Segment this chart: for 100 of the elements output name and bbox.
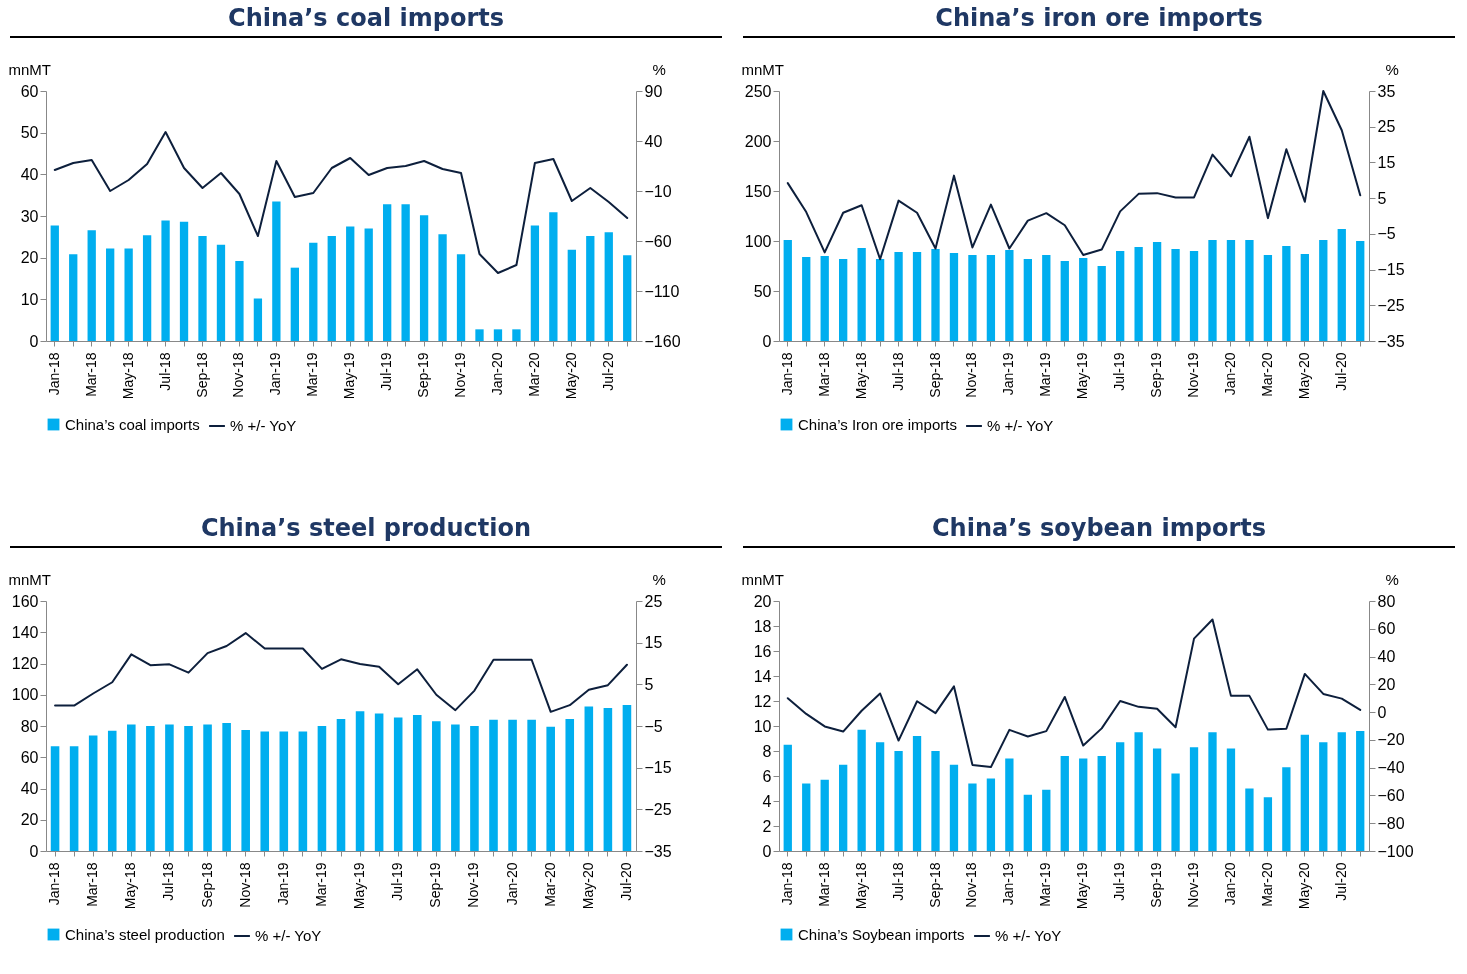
legend-label: % +/- YoY <box>230 417 297 434</box>
x-tick-label: Mar-18 <box>84 862 101 907</box>
y-tick-label: 20 <box>20 811 39 829</box>
y2-tick-label: −35 <box>644 842 672 860</box>
x-tick-label: May-19 <box>341 352 358 400</box>
x-tick-label: Jan-19 <box>267 352 284 396</box>
y-tick-label: 10 <box>753 717 772 735</box>
bar <box>412 715 422 851</box>
legend-label: China’s Iron ore imports <box>798 415 957 433</box>
legend-label: % +/- YoY <box>987 417 1054 434</box>
x-tick-label: Jan-18 <box>778 352 795 396</box>
bar <box>1319 742 1328 851</box>
bar <box>802 783 811 851</box>
bar <box>1152 748 1162 851</box>
bar <box>875 742 885 851</box>
bar <box>1208 240 1217 341</box>
bar <box>475 329 484 341</box>
bar <box>69 746 79 851</box>
bar <box>346 226 355 341</box>
x-tick-label: Nov-18 <box>963 862 980 908</box>
x-tick-label: Jul-19 <box>378 352 395 391</box>
bar <box>546 726 555 851</box>
bar <box>949 764 959 851</box>
bar <box>432 721 441 851</box>
bar <box>336 718 346 851</box>
bar <box>374 713 384 851</box>
bar <box>912 736 922 851</box>
x-tick-label: Sep-19 <box>427 862 444 908</box>
bar <box>146 726 155 851</box>
bar <box>986 255 996 341</box>
y2-tick-label: 80 <box>1377 592 1396 610</box>
y-tick-label: 50 <box>20 124 39 142</box>
bar <box>260 731 270 851</box>
bar <box>530 225 540 341</box>
bar <box>949 253 959 341</box>
bar <box>1152 242 1162 341</box>
bar <box>50 225 59 341</box>
bar <box>50 746 60 851</box>
x-tick-label: Mar-20 <box>1258 352 1275 397</box>
x-tick-label: Jan-19 <box>274 862 291 906</box>
y2-tick-label: −35 <box>1377 332 1405 350</box>
line-series <box>786 90 1362 261</box>
x-tick-label: Jan-20 <box>503 862 520 906</box>
y2-tick-label: −15 <box>644 759 672 777</box>
bar <box>1171 249 1180 341</box>
x-tick-label: Jul-19 <box>389 862 406 901</box>
y2-tick-label: 5 <box>1377 189 1387 207</box>
y2-tick-label: 20 <box>1377 675 1396 693</box>
bar <box>309 242 318 341</box>
y2-tick-label: −15 <box>1377 261 1405 279</box>
legend-label: % +/- YoY <box>995 927 1062 944</box>
x-tick-label: May-19 <box>1074 352 1091 400</box>
y-tick-label: 8 <box>762 742 772 760</box>
x-tick-label: Jul-20 <box>617 862 634 901</box>
x-tick-label: Nov-19 <box>465 862 482 908</box>
bar <box>508 719 517 851</box>
x-tick-label: May-19 <box>351 862 368 910</box>
bar <box>968 783 977 851</box>
y-axis-title: mnMT <box>741 60 784 78</box>
x-tick-label: Jul-20 <box>1332 862 1349 901</box>
bar <box>253 298 263 341</box>
bar <box>1060 756 1069 851</box>
x-tick-label: Sep-18 <box>198 862 215 908</box>
y-tick-label: 0 <box>762 332 772 350</box>
bar <box>290 267 299 341</box>
y-tick-label: 0 <box>29 842 39 860</box>
y2-tick-label: −25 <box>1377 296 1405 314</box>
bar <box>165 724 174 851</box>
bar <box>802 257 811 341</box>
bar <box>1245 240 1254 341</box>
legend-label: China’s Soybean imports <box>798 925 965 943</box>
y2-tick-label: −10 <box>644 182 672 200</box>
y2-tick-label: 25 <box>644 592 663 610</box>
y-tick-label: 20 <box>753 592 772 610</box>
y2-tick-label: −110 <box>644 282 680 300</box>
bar <box>1171 773 1180 851</box>
x-tick-label: Jul-18 <box>156 352 173 391</box>
bar <box>783 240 792 341</box>
bar <box>456 254 466 341</box>
bar <box>783 744 792 851</box>
line-series <box>53 131 629 274</box>
y-tick-label: 150 <box>744 182 772 200</box>
bar <box>820 256 829 341</box>
x-tick-label: Jul-18 <box>160 862 177 901</box>
x-tick-label: May-19 <box>1074 862 1091 910</box>
x-tick-label: May-18 <box>122 862 139 910</box>
y-tick-label: 140 <box>11 623 39 641</box>
bar <box>1208 732 1217 851</box>
x-tick-label: Mar-19 <box>312 862 329 907</box>
x-tick-label: Jan-18 <box>778 862 795 906</box>
bar <box>1042 255 1051 341</box>
bar <box>1005 758 1014 851</box>
x-tick-label: Mar-19 <box>304 352 321 397</box>
y2-tick-label: 25 <box>1377 118 1396 136</box>
y-tick-label: 250 <box>744 82 772 100</box>
legend-label: % +/- YoY <box>255 927 322 944</box>
bar <box>107 730 117 851</box>
bar <box>124 248 133 341</box>
x-tick-label: Jul-20 <box>599 352 616 391</box>
y-tick-label: 60 <box>20 82 39 100</box>
